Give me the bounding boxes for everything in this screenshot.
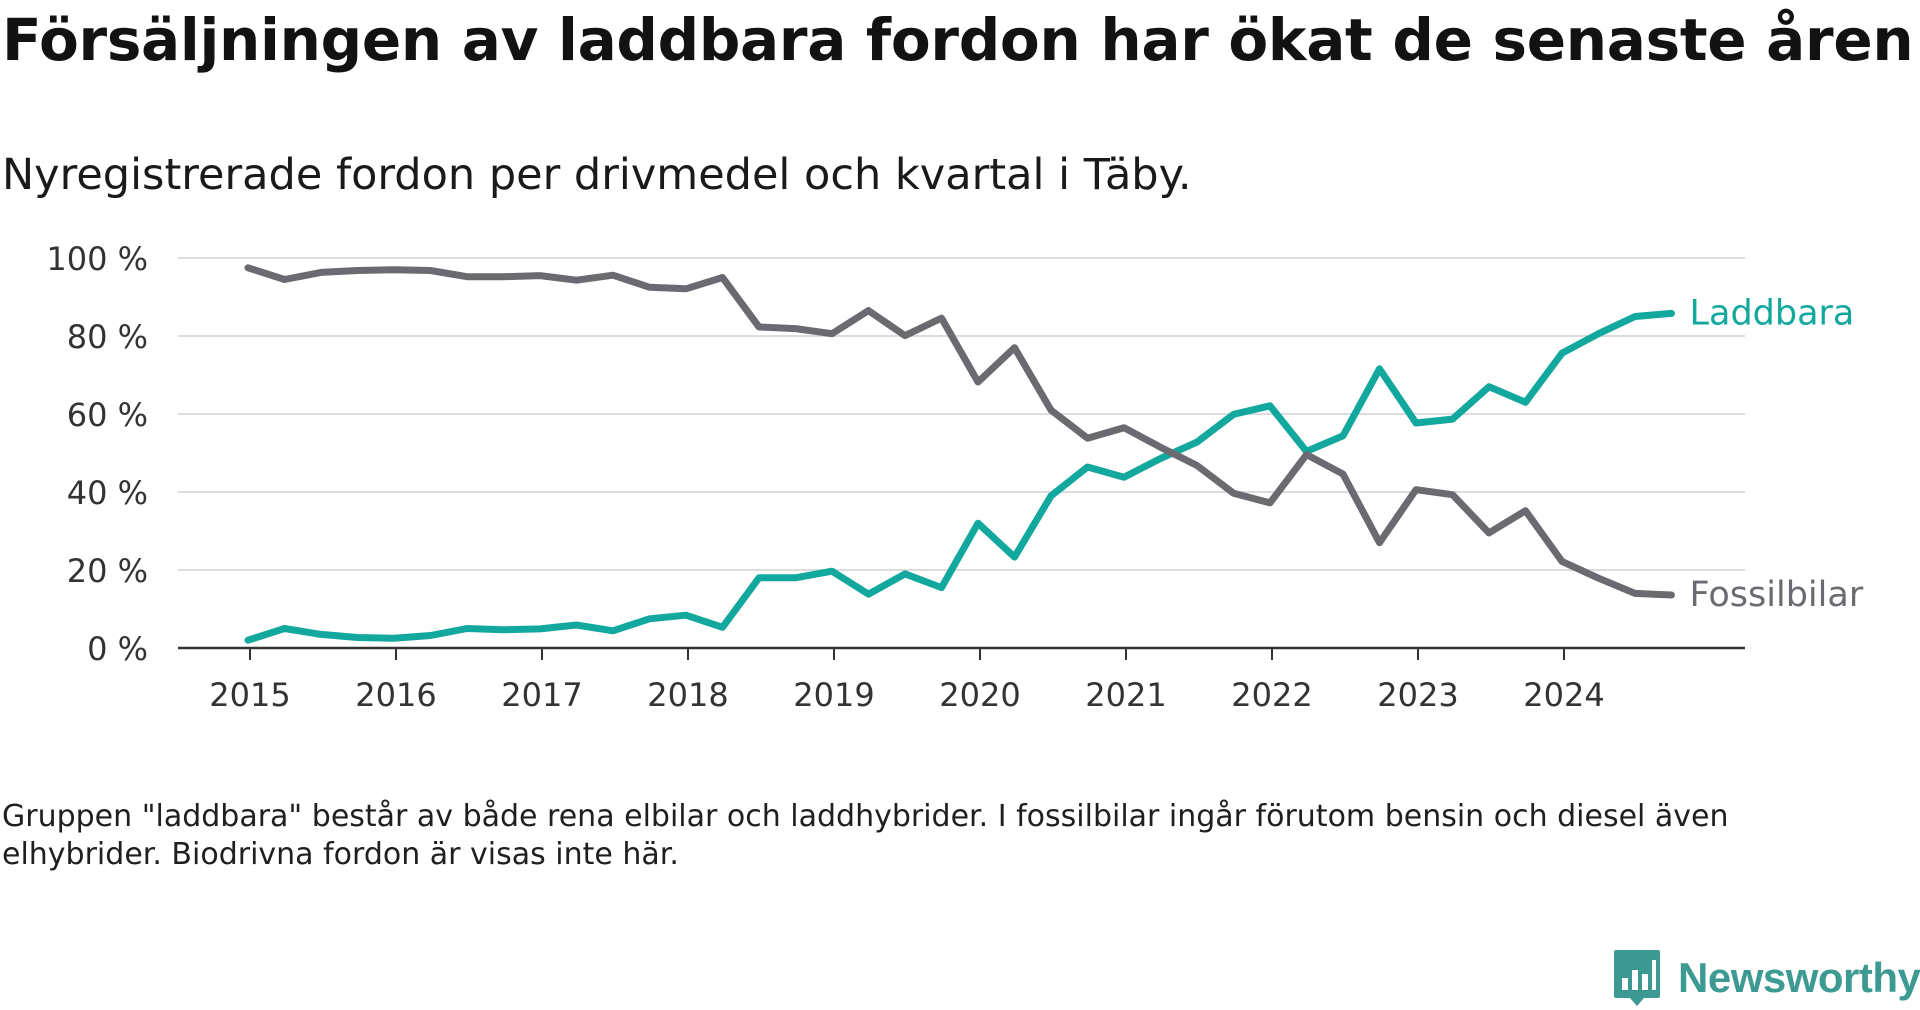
x-tick-label: 2015 <box>209 676 290 714</box>
series-labels: Laddbara Fossilbilar <box>1690 293 1864 615</box>
series-lines <box>244 264 1675 644</box>
series-label-laddbara: Laddbara <box>1690 293 1855 333</box>
x-tick-label: 2019 <box>793 676 874 714</box>
x-tick-label: 2020 <box>939 676 1020 714</box>
series-line-laddbara <box>244 309 1675 644</box>
series-label-fossilbilar: Fossilbilar <box>1690 575 1864 615</box>
x-tick-label: 2018 <box>647 676 728 714</box>
series-line-fossilbilar <box>244 264 1675 599</box>
y-tick-label: 100 % <box>46 240 148 278</box>
x-tick-label: 2023 <box>1377 676 1458 714</box>
chart-title: Försäljningen av laddbara fordon har öka… <box>2 6 1914 74</box>
x-tick-label: 2022 <box>1231 676 1312 714</box>
chart-footnote: Gruppen "laddbara" består av både rena e… <box>2 799 1729 872</box>
y-tick-label: 0 % <box>87 630 148 668</box>
newsworthy-logo: Newsworthy <box>1612 948 1920 1008</box>
axes: 0 % 20 % 40 % 60 % 80 % 100 % 2015 2016 2017 2018… <box>46 240 1745 714</box>
y-tick-label: 60 % <box>67 396 148 434</box>
x-tick-label: 2021 <box>1085 676 1166 714</box>
x-tick-label: 2016 <box>355 676 436 714</box>
y-tick-label: 80 % <box>67 318 148 356</box>
newsworthy-logo-icon <box>1614 950 1660 1006</box>
y-tick-label: 40 % <box>67 474 148 512</box>
y-tick-label: 20 % <box>67 552 148 590</box>
x-tick-label: 2024 <box>1523 676 1604 714</box>
line-chart: 0 % 20 % 40 % 60 % 80 % 100 % 2015 2016 2017 2018… <box>46 240 1864 714</box>
x-tick-label: 2017 <box>501 676 582 714</box>
chart-subtitle: Nyregistrerade fordon per drivmedel och … <box>2 150 1192 200</box>
gridlines <box>178 257 1745 571</box>
newsworthy-logo-text: Newsworthy <box>1678 954 1920 1001</box>
